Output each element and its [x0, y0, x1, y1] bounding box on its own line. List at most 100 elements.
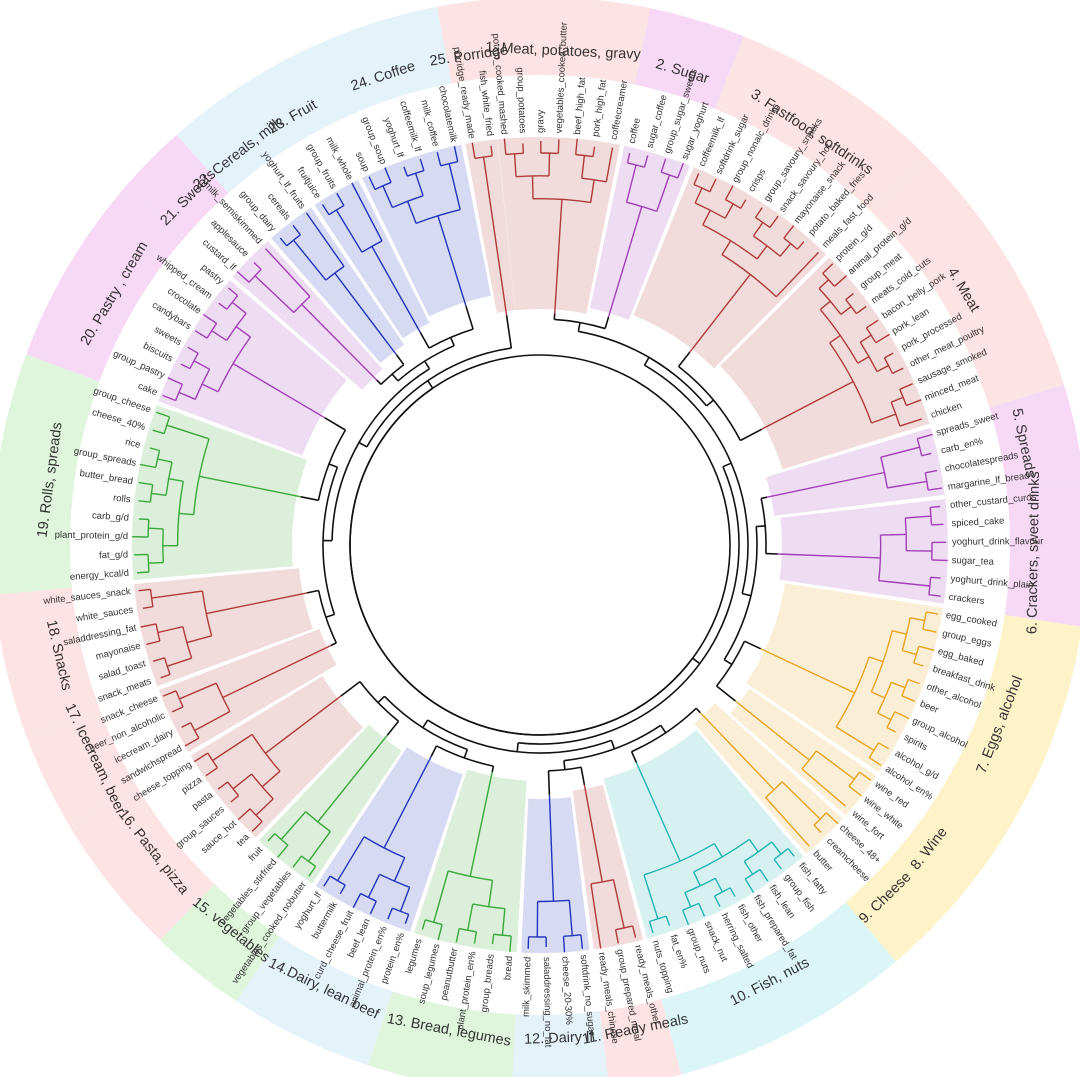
branch-18: [152, 657, 165, 662]
branch-24: [414, 173, 424, 196]
cluster-highlight-10: [603, 729, 804, 939]
branch-23: [361, 240, 383, 253]
branch-7: [871, 691, 886, 699]
trunk-branch: [340, 680, 361, 697]
branch-4: [818, 279, 830, 290]
branch-7: [901, 695, 915, 702]
trunk-branch: [723, 659, 733, 666]
cluster-band-13: [367, 991, 516, 1077]
trunk-branch: [643, 357, 650, 366]
leaf-label-spirits: spirits: [902, 732, 929, 753]
branch-4: [761, 380, 854, 430]
branch-14: [352, 893, 362, 909]
leaf-label-milk-coffee: milk_coffee: [418, 99, 441, 148]
branch-13: [473, 931, 478, 944]
branch-4: [899, 389, 908, 406]
branch-3: [693, 173, 700, 185]
leaf-label-carb-g-d: carb_g/d: [92, 510, 130, 523]
branch-6: [905, 515, 931, 519]
branch-24: [440, 161, 458, 167]
cluster-band-16: [69, 785, 215, 941]
cluster-highlight-24: [361, 144, 491, 317]
branch-8: [848, 771, 861, 787]
cluster-band-24: [298, 6, 452, 124]
branch-23: [321, 204, 330, 216]
leaf-label-coffee: coffee: [627, 117, 643, 145]
cluster-highlight-22: [271, 207, 405, 363]
leaf-label-group-spreads: group_spreads: [73, 446, 138, 469]
trunk-branch: [465, 305, 474, 330]
branch-14: [383, 756, 432, 849]
cluster-band-1: [480, 0, 651, 85]
branch-20: [193, 360, 210, 370]
branch-25: [474, 155, 493, 160]
branch-23: [371, 246, 421, 333]
branch-7: [760, 648, 855, 694]
branch-16: [255, 798, 274, 816]
dendrogram-trunk: [300, 305, 778, 795]
branch-10: [684, 892, 692, 908]
branch-7: [901, 679, 909, 697]
branch-2: [677, 162, 685, 179]
branch-13: [467, 903, 474, 931]
branch-4: [859, 334, 872, 343]
branch-15: [307, 831, 331, 862]
trunk-branch: [706, 399, 715, 407]
branch-13: [421, 919, 426, 930]
branch-15: [317, 734, 388, 823]
branch-17: [162, 690, 177, 697]
branch-7: [901, 617, 911, 651]
branch-6: [931, 523, 944, 526]
branch-4: [819, 300, 831, 311]
trunk-branch: [756, 525, 766, 528]
branch-19: [148, 527, 164, 530]
branch-16: [205, 767, 218, 777]
cluster-highlight-8: [730, 688, 877, 816]
branch-16: [261, 770, 281, 788]
branch-2: [643, 155, 649, 168]
leaf-label-butter: butter: [810, 848, 834, 873]
branch-19: [139, 463, 156, 469]
branch-10: [771, 841, 782, 855]
branch-18: [166, 657, 192, 667]
branch-17: [171, 706, 184, 713]
trunk-branch: [518, 466, 740, 745]
dendrogram-branches: [132, 138, 948, 953]
cluster-highlight-13: [413, 769, 527, 953]
branch-16: [251, 821, 263, 832]
branch-24: [406, 201, 417, 224]
trunk-branch: [328, 463, 338, 469]
branch-22: [305, 212, 345, 267]
leaf-label-cake: cake: [136, 381, 159, 399]
branch-10: [682, 909, 690, 926]
branch-15: [308, 866, 317, 877]
branch-6: [928, 594, 941, 597]
branch-20: [231, 301, 247, 314]
branch-6: [777, 553, 881, 559]
branch-5: [917, 433, 933, 440]
cluster-band-4: [871, 156, 1065, 408]
trunk-branch: [723, 526, 758, 661]
trunk-branch: [744, 640, 762, 650]
leaf-label-pizza: pizza: [180, 774, 205, 796]
branch-19: [152, 429, 165, 435]
leaf-label-chocolatemilk: chocolatemilk: [436, 85, 459, 144]
branch-13: [433, 870, 449, 923]
branch-5: [921, 452, 932, 457]
leaf-label-pasta: pasta: [190, 789, 216, 812]
leaf-label-egg-baked: egg_baked: [937, 646, 985, 669]
branch-17: [179, 682, 217, 700]
branch-4: [855, 305, 867, 315]
branch-21: [301, 303, 378, 381]
cluster-band-21: [125, 134, 229, 238]
cluster-label-1: 1. Meat, potatoes, gravy: [485, 40, 642, 63]
cluster-band-2: [634, 8, 744, 109]
leaf-label-coffeecreamer: coffeecreamer: [609, 79, 631, 141]
branch-24: [437, 215, 467, 307]
branch-6: [878, 580, 930, 587]
leaf-label-beer: beer: [918, 698, 940, 715]
branch-25: [471, 142, 476, 159]
trunk-branch: [491, 765, 495, 773]
leaf-label-butter-bread: butter_bread: [79, 468, 134, 487]
